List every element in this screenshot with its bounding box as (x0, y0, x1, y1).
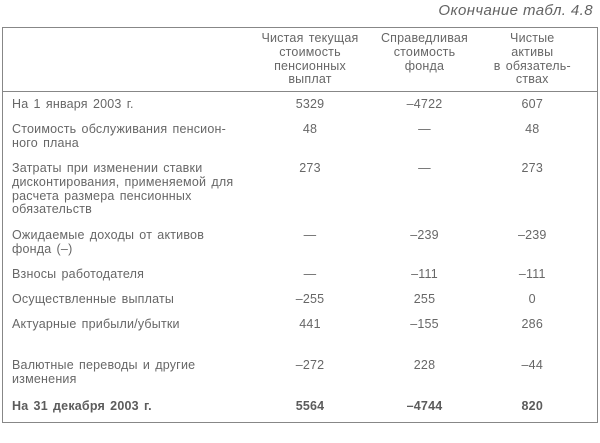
row-label: Стоимость обслуживания пенсион- ного пла… (12, 121, 226, 150)
header-npv: Чистая текущая стоимость пенсионных выпл… (261, 31, 359, 87)
pension-liability-table: Чистая текущая стоимость пенсионных выпл… (2, 27, 598, 423)
cell-fair-value: 228 (413, 358, 436, 373)
table-row-total: На 31 декабря 2003 г. 5564 –4744 820 (3, 393, 598, 422)
cell-fair-value: –111 (411, 266, 438, 281)
cell-npv: 5329 (295, 96, 325, 111)
row-label: Взносы работодателя (12, 266, 145, 281)
cell-npv: 441 (299, 317, 321, 332)
row-label: Актуарные прибыли/убытки (12, 317, 180, 332)
table-row: Взносы работодателя — –111 –111 (3, 262, 598, 287)
cell-net-assets: –111 (518, 266, 546, 281)
cell-net-assets: –239 (517, 227, 547, 242)
cell-net-assets: 607 (521, 96, 543, 111)
table-row: Затраты при изменении ставки дисконтиров… (3, 157, 598, 224)
row-label: Валютные переводы и другие изменения (12, 358, 196, 387)
row-label: Ожидаемые доходы от активов фонда (–) (12, 227, 205, 256)
cell-npv: 273 (299, 161, 321, 176)
row-label: На 1 января 2003 г. (12, 96, 134, 111)
source-text: BMW Group Annual Report, 2003. (78, 441, 297, 443)
cell-net-assets: 273 (521, 161, 543, 176)
cell-net-assets: 0 (528, 292, 536, 307)
table-header: Чистая текущая стоимость пенсионных выпл… (2, 28, 598, 92)
cell-npv: 48 (302, 121, 318, 136)
row-label: Осуществленные выплаты (12, 292, 175, 307)
table-body: На 1 января 2003 г. 5329 –4722 607 Стоим… (3, 92, 598, 422)
table-row: Валютные переводы и другие изменения –27… (3, 338, 598, 393)
cell-npv: –255 (295, 292, 325, 307)
table-row: Ожидаемые доходы от активов фонда (–) — … (3, 223, 598, 262)
cell-fair-value: –4722 (406, 96, 443, 111)
cell-npv: –272 (295, 358, 325, 373)
table-row: Осуществленные выплаты –255 255 0 (3, 288, 598, 313)
cell-net-assets: 48 (525, 121, 540, 136)
table-caption: Окончание табл. 4.8 (438, 2, 593, 19)
cell-net-assets: 820 (521, 398, 543, 413)
cell-npv: — (303, 227, 317, 242)
cell-fair-value: –4744 (406, 398, 443, 413)
source-note: Источник:BMW Group Annual Report, 2003. (2, 440, 597, 443)
cell-fair-value: — (418, 121, 431, 136)
table-row: Стоимость обслуживания пенсион- ного пла… (3, 117, 598, 156)
table-row: Актуарные прибыли/убытки 441 –155 286 (3, 313, 598, 338)
header-fair-value: Справедливая стоимость фонда (380, 31, 469, 73)
cell-npv: — (303, 266, 317, 281)
source-label: Источник: (2, 441, 78, 443)
cell-npv: 5564 (295, 398, 325, 413)
row-label: Затраты при изменении ставки дисконтиров… (12, 161, 234, 217)
header-empty (3, 28, 253, 92)
cell-fair-value: — (418, 161, 431, 176)
cell-net-assets: 286 (521, 317, 543, 332)
cell-fair-value: 255 (413, 292, 436, 307)
cell-net-assets: –44 (521, 358, 543, 373)
cell-fair-value: –239 (410, 227, 439, 242)
header-row: Чистая текущая стоимость пенсионных выпл… (2, 28, 598, 92)
header-net-assets: Чистые активы в обязатель- ствах (493, 31, 571, 87)
cell-fair-value: –155 (410, 317, 439, 332)
row-label: На 31 декабря 2003 г. (12, 398, 152, 413)
table-row: На 1 января 2003 г. 5329 –4722 607 (3, 92, 598, 118)
